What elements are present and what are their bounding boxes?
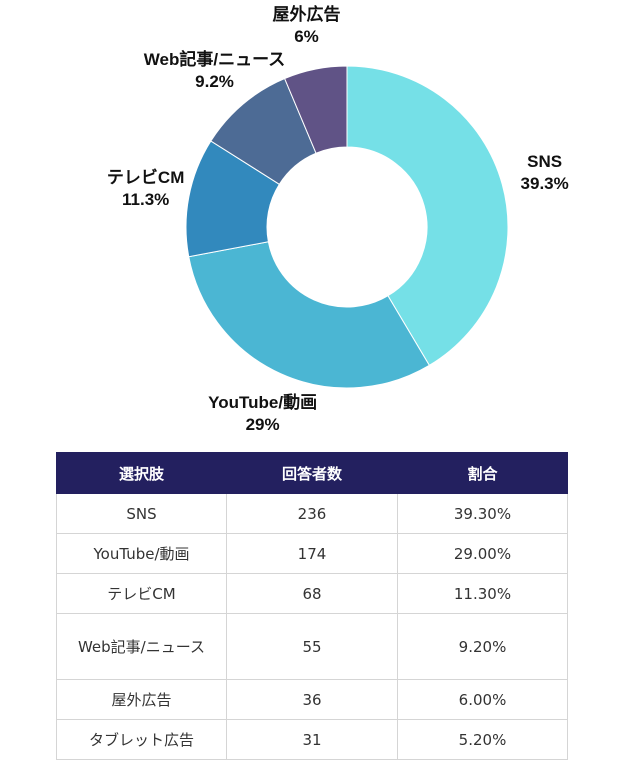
- cell-respondents: 174: [226, 533, 398, 574]
- table-row: Web記事/ニュース 55 9.20%: [56, 613, 568, 680]
- slice-label: SNS 39.3%: [521, 151, 569, 195]
- slice-label: テレビCM 11.3%: [107, 167, 184, 211]
- cell-choice: タブレット広告: [56, 719, 227, 760]
- donut-slice: [188, 241, 431, 389]
- slice-label-percent: 11.3%: [122, 189, 170, 209]
- slice-label-percent: 39.3%: [520, 173, 569, 193]
- slice-label: 屋外広告 6%: [273, 4, 341, 48]
- slice-label-percent: 29%: [245, 414, 280, 434]
- slice-label-name: Web記事/ニュース: [143, 49, 286, 69]
- table-header-row: 選択肢 回答者数 割合: [56, 452, 568, 494]
- table-row: テレビCM 68 11.30%: [56, 573, 568, 614]
- table-row: SNS 236 39.30%: [56, 493, 568, 534]
- header-choice: 選択肢: [56, 452, 227, 494]
- donut-chart-svg: [185, 65, 509, 389]
- cell-ratio: 29.00%: [397, 533, 568, 574]
- slice-label-name: テレビCM: [106, 167, 185, 187]
- cell-ratio: 39.30%: [397, 493, 568, 534]
- donut-chart: SNS 39.3% YouTube/動画 29% テレビCM 11.3% Web記事/ニュー…: [107, 4, 569, 436]
- cell-respondents: 31: [226, 719, 398, 760]
- slice-label-name: 屋外広告: [272, 5, 341, 25]
- slice-label-percent: 6%: [294, 27, 319, 47]
- results-table: 選択肢 回答者数 割合 SNS 236 39.30% YouTube/動画 17…: [56, 452, 568, 760]
- donut-slice: [346, 65, 509, 367]
- cell-choice: テレビCM: [56, 573, 227, 614]
- cell-respondents: 236: [226, 493, 398, 534]
- slice-label: YouTube/動画 29%: [208, 392, 317, 436]
- cell-respondents: 68: [226, 573, 398, 614]
- cell-respondents: 55: [226, 613, 398, 680]
- cell-choice: 屋外広告: [56, 679, 227, 720]
- table-row: タブレット広告 31 5.20%: [56, 719, 568, 760]
- cell-choice: YouTube/動画: [56, 533, 227, 574]
- slice-label: Web記事/ニュース 9.2%: [144, 49, 285, 93]
- header-ratio: 割合: [397, 452, 568, 494]
- table-row: YouTube/動画 174 29.00%: [56, 533, 568, 574]
- slice-label-name: SNS: [527, 151, 563, 171]
- header-respondents: 回答者数: [226, 452, 398, 494]
- table-row: 屋外広告 36 6.00%: [56, 679, 568, 720]
- cell-respondents: 36: [226, 679, 398, 720]
- slice-label-name: YouTube/動画: [208, 392, 318, 412]
- cell-ratio: 5.20%: [397, 719, 568, 760]
- cell-ratio: 9.20%: [397, 613, 568, 680]
- cell-ratio: 6.00%: [397, 679, 568, 720]
- cell-choice: SNS: [56, 493, 227, 534]
- donut-slice: [283, 65, 348, 154]
- slice-label-percent: 9.2%: [195, 71, 234, 91]
- cell-ratio: 11.30%: [397, 573, 568, 614]
- cell-choice: Web記事/ニュース: [56, 613, 227, 680]
